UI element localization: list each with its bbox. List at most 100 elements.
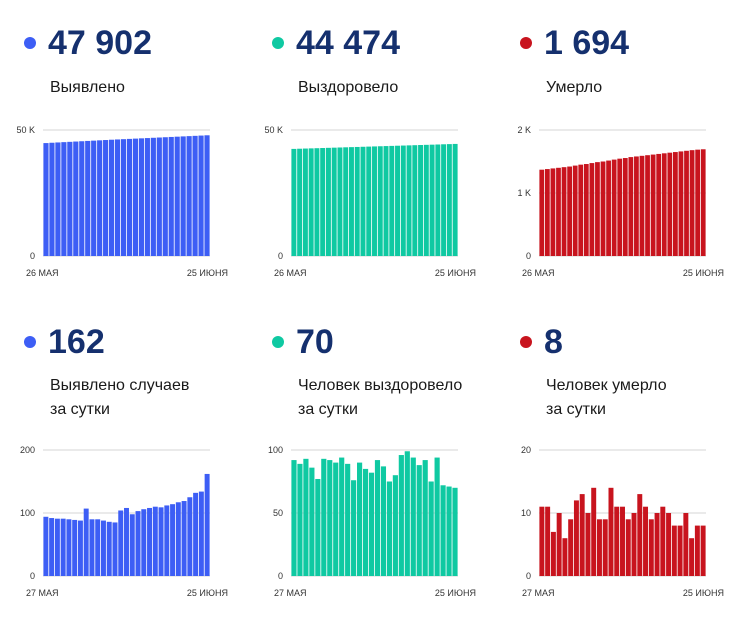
bar <box>441 144 447 256</box>
bar <box>572 165 578 256</box>
bar <box>550 168 556 256</box>
bar <box>678 151 684 256</box>
bar <box>168 136 174 256</box>
legend-dot-daily-recovered <box>272 336 284 348</box>
bar <box>383 146 389 256</box>
daily-panel-detected: 162 Выявлено случаев за сутки 0 100 200 27 … <box>0 300 248 600</box>
bar <box>89 519 95 576</box>
bar <box>398 455 404 576</box>
bar <box>671 525 677 576</box>
x-tick-label-start: 26 МАЯ <box>26 268 59 278</box>
bar <box>152 506 158 576</box>
bar <box>602 519 608 576</box>
bar <box>204 473 210 576</box>
daily-label-detected-line1: Выявлено случаев <box>50 377 190 394</box>
bar <box>596 519 602 576</box>
bar <box>545 506 551 576</box>
bar <box>568 519 574 576</box>
bar <box>628 157 634 256</box>
bar <box>144 138 150 256</box>
bar <box>49 518 55 576</box>
bar <box>97 140 103 256</box>
bar <box>412 145 418 256</box>
daily-label-recovered-line1: Человек выздоровело <box>298 377 463 394</box>
bar <box>198 135 204 256</box>
y-tick-label: 100 <box>268 445 283 455</box>
bar <box>198 491 204 576</box>
bar <box>684 150 689 256</box>
bar <box>337 147 343 256</box>
bar <box>700 525 706 576</box>
y-tick-label: 100 <box>20 508 35 518</box>
x-tick-label-end: 25 ИЮНЯ <box>187 588 228 598</box>
bar <box>643 506 649 576</box>
bar <box>368 472 375 576</box>
bar <box>579 494 585 576</box>
bar <box>77 520 83 576</box>
bar <box>539 506 545 576</box>
bar <box>406 145 412 256</box>
bar <box>617 158 623 256</box>
bar <box>339 457 345 576</box>
legend-dot-recovered <box>272 37 284 49</box>
legend-dot-daily-detected <box>24 336 36 348</box>
bar <box>49 142 55 256</box>
bar <box>428 481 434 576</box>
bar <box>85 140 91 256</box>
bar <box>357 462 363 576</box>
bar <box>611 159 617 256</box>
y-tick-label: 0 <box>278 571 283 581</box>
x-tick-label-start: 27 МАЯ <box>522 588 555 598</box>
bar <box>61 142 67 256</box>
bar <box>606 160 611 256</box>
bar <box>608 487 614 576</box>
bar <box>109 139 115 256</box>
bar <box>187 497 193 576</box>
bar <box>55 142 61 256</box>
bar <box>60 518 66 576</box>
bar <box>591 487 597 576</box>
bar <box>360 146 366 256</box>
bar <box>634 156 639 256</box>
chart-recovered-daily: 0 50 100 27 МАЯ 25 ИЮНЯ <box>268 445 476 598</box>
bar <box>562 538 568 576</box>
bar <box>79 141 85 256</box>
bar <box>112 522 118 576</box>
bar <box>302 148 308 256</box>
bar <box>331 147 337 256</box>
bar <box>135 511 141 576</box>
bar <box>666 513 672 576</box>
bar <box>556 513 562 576</box>
bar <box>561 167 567 256</box>
y-tick-label: 200 <box>20 445 35 455</box>
bar <box>83 508 89 576</box>
bar <box>321 458 327 576</box>
legend-dot-deaths <box>520 37 532 49</box>
bar <box>320 148 326 256</box>
bar <box>650 154 656 256</box>
bar <box>389 145 395 256</box>
daily-value-detected: 162 <box>48 323 105 361</box>
x-tick-label-end: 25 ИЮНЯ <box>435 268 476 278</box>
bar <box>103 140 109 256</box>
bar <box>114 139 121 256</box>
chart-deaths-daily: 0 10 20 27 МАЯ 25 ИЮНЯ <box>521 445 724 598</box>
bar <box>589 163 595 256</box>
bar <box>539 169 545 256</box>
bar <box>446 486 452 576</box>
bar <box>377 146 383 256</box>
bar <box>410 457 416 576</box>
bar <box>158 507 164 576</box>
y-tick-label: 0 <box>30 571 35 581</box>
bar <box>683 513 689 576</box>
bar <box>348 147 354 256</box>
bar <box>138 138 144 256</box>
bar <box>129 514 135 576</box>
x-tick-label-end: 25 ИЮНЯ <box>683 588 724 598</box>
bar <box>124 507 129 576</box>
bar <box>343 147 349 256</box>
daily-label-deaths-line2: за сутки <box>546 401 606 418</box>
bar <box>164 505 170 576</box>
bar <box>434 457 440 576</box>
bar <box>400 145 406 256</box>
